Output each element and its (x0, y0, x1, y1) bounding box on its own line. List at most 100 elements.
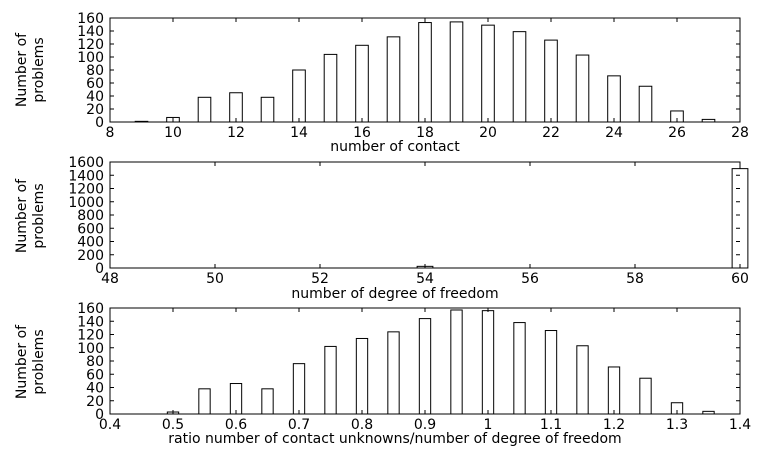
histogram-degree-of-freedom: 48 50 52 54 56 58 6002004006008001000120014001… (14, 155, 749, 302)
x-tick-label: 1.4 (729, 417, 751, 433)
x-tick-label: 56 (521, 271, 539, 287)
bar (198, 388, 211, 415)
y-tick-label: 40 (86, 381, 104, 397)
x-tick-label: 10 (164, 125, 182, 141)
bar (702, 410, 715, 415)
y-tick-label: 60 (86, 367, 104, 383)
y-tick-label: 120 (77, 37, 104, 53)
bar (134, 120, 149, 123)
y-tick-label: 400 (77, 235, 104, 251)
bar (639, 377, 652, 415)
bar (544, 330, 558, 415)
x-tick-label: 1.2 (603, 417, 625, 433)
bar (449, 21, 464, 123)
x-tick-label: 28 (731, 125, 749, 141)
x-tick-label: 50 (206, 271, 224, 287)
x-tick-label: 26 (668, 125, 686, 141)
x-tick-label: 22 (542, 125, 560, 141)
bar (512, 31, 527, 123)
bar (197, 96, 212, 123)
y-axis-label-line: problems (31, 37, 47, 102)
bar (418, 22, 432, 123)
y-tick-label: 0 (95, 115, 104, 131)
y-tick-label: 800 (77, 208, 104, 224)
bar (731, 168, 749, 269)
y-tick-label: 140 (77, 24, 104, 40)
y-axis-label: Number ofproblems (14, 32, 47, 107)
bar (386, 36, 401, 123)
y-tick-label: 100 (77, 341, 104, 357)
bar (481, 310, 495, 415)
x-axis-label: number of contact (330, 139, 460, 155)
bar (607, 366, 621, 415)
y-tick-label: 80 (86, 354, 104, 370)
y-axis-label-line: Number of (14, 178, 30, 253)
bar (229, 383, 243, 415)
x-tick-label: 12 (227, 125, 245, 141)
x-tick-label: 1.3 (666, 417, 688, 433)
x-tick-label: 0.9 (414, 417, 436, 433)
y-tick-label: 1200 (68, 182, 104, 198)
bar (292, 363, 306, 415)
y-axis-label-line: problems (31, 183, 47, 248)
bar (607, 75, 621, 123)
x-tick-label: 0.6 (225, 417, 247, 433)
y-tick-label: 160 (77, 11, 104, 27)
x-tick-label: 24 (605, 125, 623, 141)
x-tick-label: 0.4 (99, 417, 121, 433)
y-tick-label: 80 (86, 63, 104, 79)
bar (701, 118, 716, 123)
bar (544, 39, 558, 123)
y-tick-label: 600 (77, 221, 104, 237)
x-axis-label: ratio number of contact unknowns/number … (168, 431, 621, 447)
x-tick-label: 58 (626, 271, 644, 287)
bar (387, 331, 400, 415)
y-tick-label: 1600 (68, 155, 104, 171)
y-tick-label: 100 (77, 50, 104, 66)
x-tick-label: 0.5 (162, 417, 184, 433)
x-tick-label: 20 (479, 125, 497, 141)
bar (324, 345, 337, 415)
y-axis-label-line: Number of (14, 32, 30, 107)
y-axis-label: Number ofproblems (14, 324, 47, 399)
y-tick-label: 0 (95, 261, 104, 277)
y-tick-label: 200 (77, 248, 104, 264)
x-tick-label: 60 (731, 271, 749, 287)
y-tick-label: 60 (86, 76, 104, 92)
x-tick-label: 14 (290, 125, 308, 141)
y-tick-label: 140 (77, 314, 104, 330)
x-tick-label: 18 (416, 125, 434, 141)
x-tick-label: 0.8 (351, 417, 373, 433)
y-tick-label: 20 (86, 102, 104, 118)
x-tick-label: 54 (416, 271, 434, 287)
histogram-contact-ratio: 0.4 0.5 0.6 0.7 0.8 0.9 1 1.1 1.2 1.3 1.4 020406080… (14, 301, 751, 447)
y-tick-label: 160 (77, 301, 104, 317)
bar (575, 54, 590, 123)
y-axis-label-line: problems (31, 329, 47, 394)
bar (292, 69, 306, 123)
y-tick-label: 1000 (68, 195, 104, 211)
bar (638, 85, 653, 123)
y-tick-label: 120 (77, 328, 104, 344)
bar (229, 92, 243, 123)
plot-frame (109, 161, 741, 269)
y-axis-label-line: Number of (14, 324, 30, 399)
bar (260, 96, 275, 123)
y-tick-label: 20 (86, 394, 104, 410)
x-tick-label: 52 (311, 271, 329, 287)
x-tick-label: 8 (106, 125, 115, 141)
bar (418, 318, 432, 415)
x-tick-label: 0.7 (288, 417, 310, 433)
histogram-number-of-contact: 8 10 12 14 16 18 20 22 24 26 280204060801001201401… (14, 11, 749, 155)
x-tick-label: 1.1 (540, 417, 562, 433)
bar (261, 388, 274, 415)
bar (513, 322, 526, 415)
x-axis-label: number of degree of freedom (291, 286, 498, 302)
bar (481, 24, 495, 123)
x-tick-label: 48 (101, 271, 119, 287)
x-tick-label: 16 (353, 125, 371, 141)
y-tick-label: 0 (95, 407, 104, 423)
y-tick-label: 1400 (68, 168, 104, 184)
bar (323, 53, 338, 123)
